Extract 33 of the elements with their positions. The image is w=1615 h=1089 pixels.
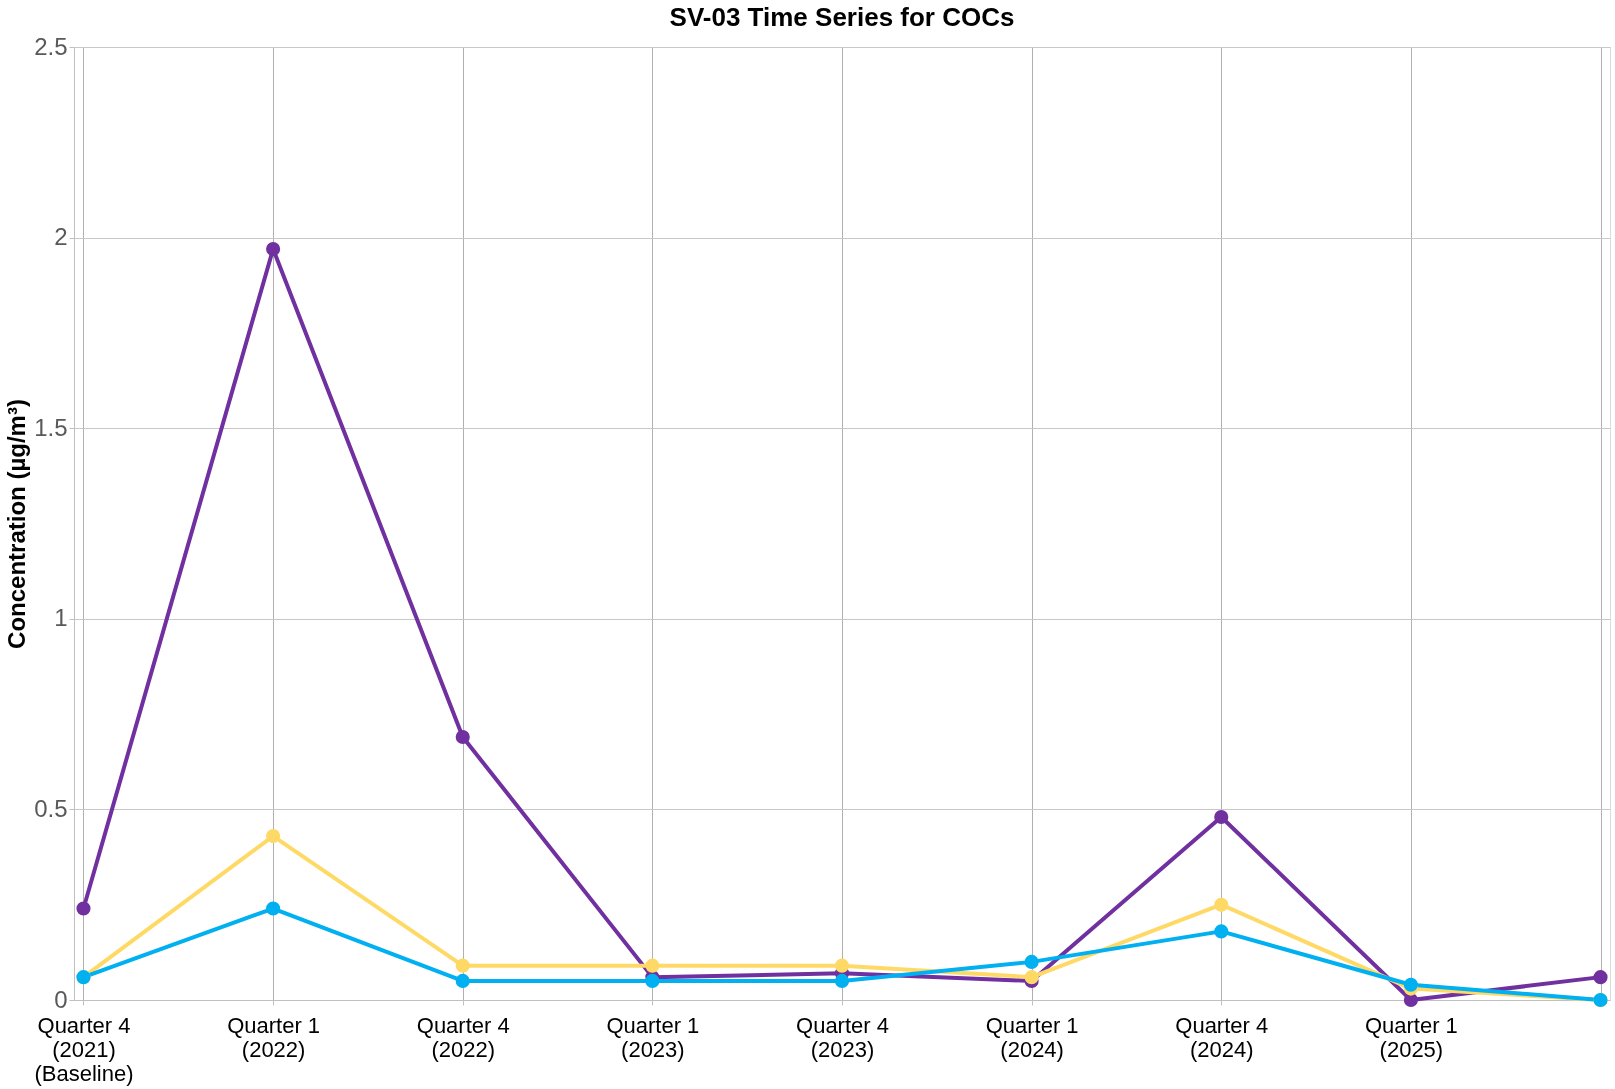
point: [266, 901, 281, 916]
y-tick-label: 2.5: [34, 32, 68, 60]
point: [1593, 970, 1608, 985]
point: [834, 973, 850, 988]
point: [266, 829, 281, 844]
point: [76, 901, 91, 916]
y-axis-title: Concentration (µg/m³): [3, 399, 31, 649]
point: [645, 958, 660, 973]
point: [1214, 809, 1229, 825]
point: [1214, 924, 1229, 939]
x-tick-label: Quarter 4 (2023): [796, 1012, 889, 1062]
point: [1403, 992, 1418, 1008]
point: [1214, 897, 1229, 912]
point: [834, 958, 850, 973]
x-tick-label: Quarter 1 (2022): [227, 1012, 321, 1062]
y-tick-label: 0: [54, 985, 68, 1013]
point: [455, 958, 470, 973]
x-tick-label: Quarter 1 (2025): [1364, 1012, 1458, 1062]
y-tick-label: 0.5: [34, 794, 68, 822]
point: [1024, 954, 1039, 969]
point: [1403, 977, 1418, 992]
x-tick-label: Quarter 4 (2022): [416, 1012, 510, 1062]
y-tick-label: 1.5: [34, 413, 68, 441]
point: [455, 973, 470, 988]
x-tick-label: Quarter 4 (2024): [1175, 1012, 1269, 1062]
point: [455, 729, 470, 745]
chart-title: SV-03 Time Series for COCs: [669, 2, 1015, 32]
x-tick-label: Quarter 4 (2021) (Baseline): [34, 1012, 134, 1086]
y-tick-label: 1: [54, 604, 68, 632]
x-tick-label: Quarter 1 (2024): [985, 1012, 1079, 1062]
y-tick-label: 2: [54, 223, 68, 251]
x-tick-label: Quarter 1 (2023): [606, 1012, 700, 1062]
point: [266, 241, 281, 257]
